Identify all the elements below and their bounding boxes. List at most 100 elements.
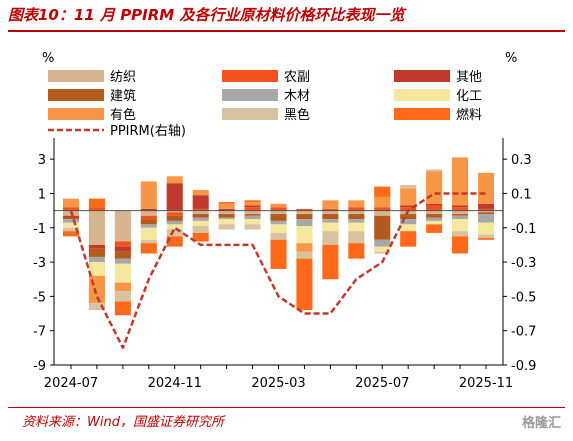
- bar-segment: [477, 210, 495, 213]
- bar-segment: [88, 244, 105, 249]
- bar-segment: [477, 238, 495, 240]
- bar-segment: [296, 219, 313, 227]
- bar-segment: [322, 222, 339, 232]
- bar-segment: [192, 226, 209, 233]
- title-rule: [8, 30, 565, 32]
- bar-segment: [452, 215, 469, 220]
- right-tick-label: -0.1: [511, 222, 536, 237]
- bar-segment: [374, 215, 391, 240]
- bar-segment: [244, 214, 261, 216]
- x-tick-label: 2025-07: [355, 376, 409, 391]
- bar-segment: [166, 229, 183, 237]
- bar-segment: [244, 205, 261, 208]
- bar-segment: [322, 208, 339, 211]
- bar-segment: [218, 202, 235, 204]
- right-axis-unit: %: [505, 51, 517, 66]
- bar-segment: [296, 258, 313, 311]
- bar-segment: [322, 231, 339, 245]
- bar-segment: [140, 239, 157, 244]
- right-tick-label: 0.1: [511, 187, 532, 202]
- bar-segment: [114, 291, 131, 302]
- bar-segment: [88, 262, 105, 276]
- bar-segment: [426, 220, 443, 225]
- bar-segment: [140, 215, 157, 220]
- bar-segment: [270, 220, 287, 225]
- bar-segment: [374, 239, 391, 247]
- legend-label: 有色: [110, 107, 136, 123]
- bar-segment: [218, 208, 235, 211]
- bar-segment: [270, 203, 287, 208]
- bar-segment: [88, 210, 105, 245]
- left-tick-label: 3: [38, 153, 46, 168]
- bar-segment: [244, 219, 261, 225]
- bar-segment: [374, 207, 391, 211]
- bar-segment: [114, 301, 131, 316]
- bar-segment: [374, 251, 391, 254]
- bar-segment: [477, 203, 495, 209]
- bar-segment: [114, 282, 131, 292]
- bar-segment: [477, 208, 495, 211]
- x-tick-label: 2025-11: [459, 376, 513, 391]
- bar-segment: [244, 202, 261, 206]
- bar-segment: [192, 214, 209, 218]
- bar-segment: [244, 200, 261, 203]
- legend-label: 燃料: [456, 107, 482, 123]
- bar-segment: [62, 198, 80, 208]
- x-tick-label: 2025-03: [251, 376, 305, 391]
- ppirm-line: [69, 192, 486, 350]
- bar-segment: [296, 214, 313, 220]
- bar-segment: [400, 207, 417, 211]
- left-tick-label: 1: [38, 187, 46, 202]
- bar-segment: [114, 210, 131, 242]
- legend-swatch: [394, 108, 450, 120]
- bar-segment: [477, 222, 495, 235]
- bar-segment: [348, 200, 365, 208]
- legend-swatch: [48, 108, 104, 120]
- bar-segment: [192, 195, 209, 209]
- bar-segment: [400, 184, 417, 189]
- bar-segment: [270, 207, 287, 211]
- bar-segment: [426, 203, 443, 206]
- bar-segment: [140, 208, 157, 211]
- x-tick-label: 2024-11: [148, 376, 202, 391]
- left-tick-label: -5: [33, 290, 46, 305]
- bar-segment: [452, 214, 469, 216]
- bar-segment: [322, 200, 339, 209]
- bar-segment: [218, 203, 235, 209]
- bar-segment: [374, 186, 391, 197]
- bar-segment: [452, 207, 469, 211]
- bar-segment: [348, 243, 365, 259]
- bar-segment: [400, 188, 417, 206]
- bar-segment: [140, 224, 157, 228]
- bar-segment: [374, 196, 391, 208]
- bar-segment: [192, 232, 209, 242]
- legend-swatch: [394, 70, 450, 82]
- bar-segment: [244, 210, 261, 215]
- bar-segment: [62, 215, 80, 218]
- bar-segment: [88, 256, 105, 263]
- right-tick-label: -0.7: [511, 325, 536, 340]
- figure-title: 图表10：11 月 PPIRM 及各行业原材料价格环比表现一览: [8, 6, 405, 24]
- bar-segment: [140, 219, 157, 225]
- bar-segment: [140, 243, 157, 254]
- bar-segment: [452, 210, 469, 215]
- bar-segment: [192, 190, 209, 196]
- bar-segment: [322, 214, 339, 220]
- bar-segment: [192, 208, 209, 211]
- bar-segment: [218, 224, 235, 230]
- bar-segment: [166, 210, 183, 213]
- bar-segment: [452, 219, 469, 232]
- bar-segment: [452, 231, 469, 237]
- bar-segment: [477, 214, 495, 223]
- bar-segment: [114, 251, 131, 259]
- bar-segment: [218, 219, 235, 225]
- right-tick-label: -0.5: [511, 290, 536, 305]
- bar-segment: [62, 231, 80, 237]
- legend-label: 纺织: [110, 70, 136, 85]
- bar-segment: [374, 210, 391, 216]
- bar-segment: [88, 207, 105, 211]
- bar-segment: [166, 215, 183, 221]
- bar-segment: [296, 243, 313, 252]
